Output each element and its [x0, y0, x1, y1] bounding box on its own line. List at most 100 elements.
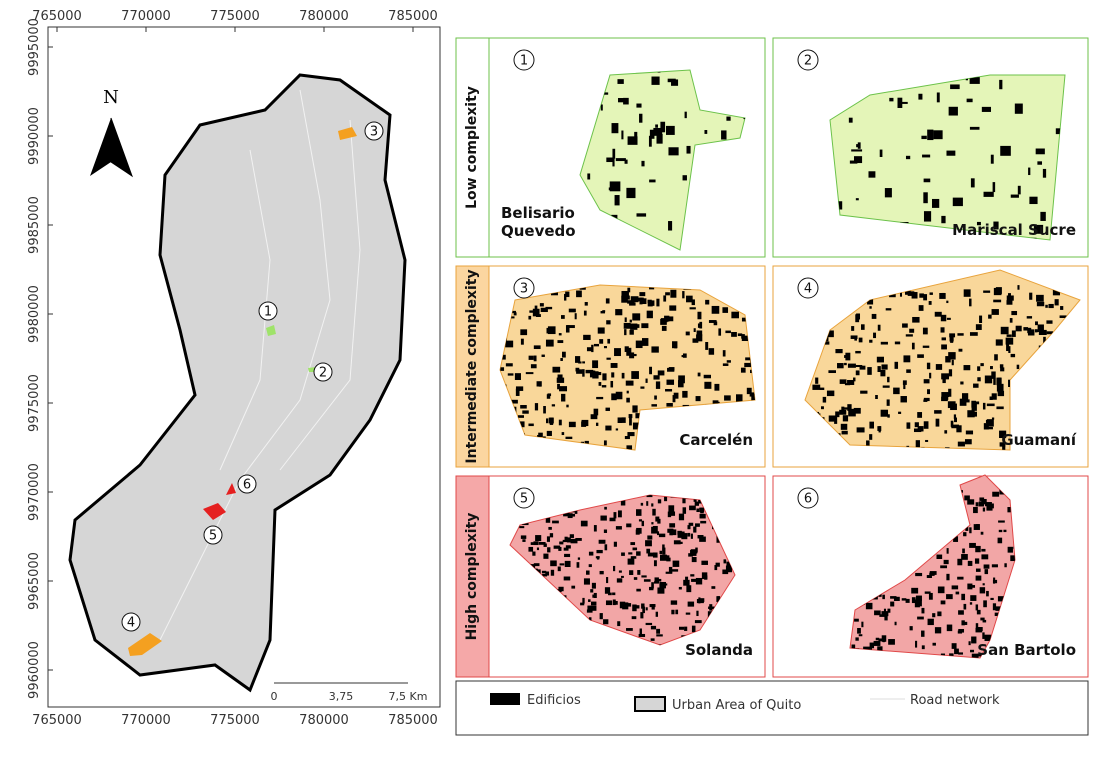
building — [1000, 326, 1009, 335]
building — [940, 565, 948, 569]
building — [691, 299, 695, 306]
building — [1054, 299, 1059, 306]
building — [636, 588, 641, 592]
building — [687, 525, 691, 530]
building — [941, 337, 946, 341]
building — [613, 512, 617, 519]
building — [1016, 364, 1020, 370]
building — [638, 519, 643, 522]
building — [641, 338, 649, 346]
building — [627, 295, 630, 300]
building — [1010, 353, 1016, 358]
building — [657, 587, 665, 594]
building — [721, 130, 727, 140]
building — [632, 422, 640, 430]
building — [716, 536, 720, 543]
building — [919, 293, 924, 298]
marker-label: 5 — [209, 529, 217, 544]
building — [650, 638, 655, 641]
building — [859, 365, 866, 370]
building — [528, 355, 534, 360]
panel-number: 3 — [520, 282, 528, 297]
building — [931, 198, 940, 208]
building — [899, 289, 903, 297]
panel-number-circle — [797, 49, 819, 71]
building — [696, 330, 703, 336]
building — [677, 380, 684, 388]
building — [975, 324, 982, 330]
building — [980, 617, 985, 621]
building — [917, 412, 923, 418]
building — [970, 411, 977, 417]
building — [558, 333, 562, 336]
building — [563, 547, 569, 551]
building — [957, 333, 964, 336]
building — [877, 646, 883, 653]
building — [1010, 194, 1019, 198]
building — [1015, 325, 1022, 332]
building — [725, 330, 731, 334]
building — [1038, 329, 1047, 335]
building — [626, 628, 633, 631]
building — [963, 365, 971, 371]
building — [880, 409, 889, 417]
building — [948, 106, 958, 116]
building — [627, 432, 635, 437]
building — [557, 383, 560, 390]
building — [962, 548, 965, 554]
building — [653, 127, 663, 136]
building — [612, 148, 616, 159]
building — [572, 513, 576, 517]
building — [558, 546, 562, 551]
building — [977, 653, 983, 657]
building — [915, 640, 918, 648]
building — [690, 549, 698, 554]
road — [279, 119, 361, 471]
building — [666, 403, 673, 407]
building — [867, 298, 874, 305]
building — [984, 634, 992, 641]
building — [934, 410, 942, 414]
building — [905, 155, 911, 160]
building — [973, 383, 979, 388]
building — [570, 538, 578, 544]
building — [564, 560, 571, 568]
building — [682, 353, 687, 358]
building — [969, 126, 980, 130]
building — [933, 130, 943, 140]
building — [559, 541, 564, 545]
building — [651, 582, 654, 589]
building — [579, 286, 586, 290]
building — [861, 621, 864, 628]
building — [941, 292, 945, 296]
building — [621, 130, 624, 140]
building — [548, 417, 554, 424]
building — [751, 393, 755, 401]
legend-label: Road network — [910, 693, 1000, 708]
building — [945, 356, 951, 363]
y-tick-label: 9990000 — [27, 107, 42, 165]
building — [520, 329, 528, 336]
building — [855, 314, 860, 323]
building — [869, 434, 873, 440]
building — [927, 618, 934, 626]
building — [545, 339, 554, 347]
building — [695, 396, 701, 402]
building — [923, 399, 928, 402]
building — [714, 565, 718, 571]
building — [586, 347, 593, 352]
building — [946, 573, 950, 581]
building — [686, 585, 692, 593]
building — [973, 506, 978, 514]
building — [889, 97, 894, 102]
building — [568, 308, 576, 313]
building — [854, 618, 859, 622]
building — [941, 396, 948, 402]
building — [957, 558, 963, 566]
building — [993, 299, 1002, 303]
building — [592, 594, 596, 598]
building — [626, 390, 629, 394]
legend-label: Edificios — [527, 693, 581, 708]
building — [971, 653, 979, 658]
